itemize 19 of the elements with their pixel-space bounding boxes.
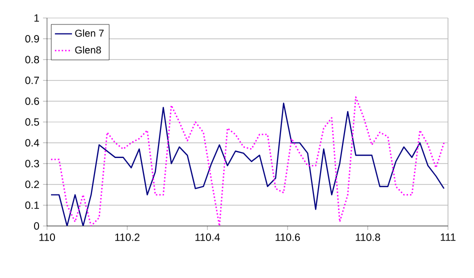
y-tick-label: 0.2	[25, 180, 39, 188]
y-tick-label: 0	[34, 222, 40, 230]
x-tick-label: 110.6	[276, 234, 300, 241]
y-tick-label: 0.3	[25, 160, 40, 168]
legend-label: Glen8	[75, 46, 101, 54]
x-tick-label: 110.4	[195, 234, 220, 241]
x-tick-label: 110	[39, 234, 55, 241]
y-tick-label: 0.9	[25, 35, 39, 43]
x-tick-label: 110.8	[356, 234, 380, 241]
y-tick-label: 0.6	[25, 97, 40, 105]
y-tick-label: 0.7	[25, 76, 39, 84]
legend-label: Glen 7	[75, 29, 104, 37]
y-tick-label: 0.5	[25, 118, 40, 126]
x-tick-label: 110.2	[115, 234, 140, 241]
y-tick-label: 1	[34, 14, 39, 22]
y-tick-label: 0.1	[25, 201, 39, 209]
y-tick-label: 0.4	[25, 139, 40, 147]
x-tick-label: 111	[440, 234, 456, 241]
y-tick-label: 0.8	[25, 56, 40, 64]
